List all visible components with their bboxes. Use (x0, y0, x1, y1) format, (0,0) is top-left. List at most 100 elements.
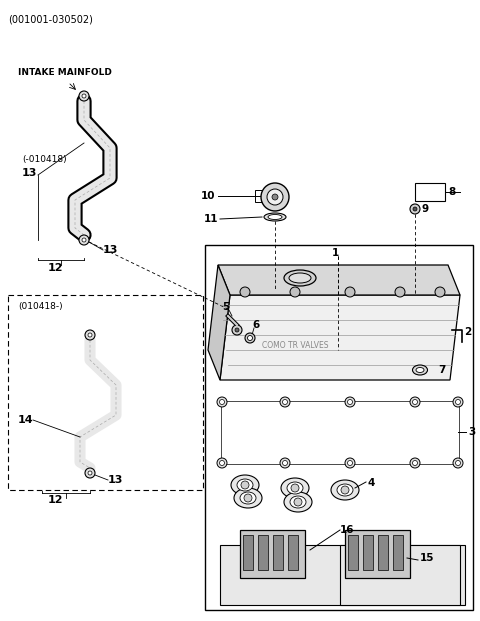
Bar (258, 535, 268, 570)
Text: 3: 3 (468, 427, 475, 437)
Bar (345, 530, 410, 578)
Circle shape (248, 335, 252, 340)
Text: (-010418): (-010418) (22, 155, 67, 164)
Ellipse shape (240, 492, 256, 504)
Circle shape (348, 399, 352, 404)
Circle shape (294, 498, 302, 506)
Circle shape (290, 287, 300, 297)
Polygon shape (208, 265, 230, 380)
Ellipse shape (264, 213, 286, 221)
Bar (220, 545, 465, 605)
Circle shape (88, 471, 92, 475)
Circle shape (412, 399, 418, 404)
Text: 6: 6 (252, 320, 259, 330)
Ellipse shape (331, 480, 359, 500)
Circle shape (280, 397, 290, 407)
Bar (240, 530, 305, 578)
Circle shape (217, 397, 227, 407)
Circle shape (348, 461, 352, 466)
Bar (255, 190, 265, 202)
Circle shape (261, 183, 289, 211)
Text: 5: 5 (222, 302, 229, 312)
Circle shape (219, 399, 225, 404)
Circle shape (244, 494, 252, 502)
Circle shape (410, 458, 420, 468)
Circle shape (283, 399, 288, 404)
Circle shape (453, 458, 463, 468)
Ellipse shape (337, 484, 353, 496)
Text: (010418-): (010418-) (18, 302, 62, 311)
Ellipse shape (412, 365, 428, 375)
Ellipse shape (268, 214, 282, 219)
Circle shape (85, 468, 95, 478)
Circle shape (235, 328, 239, 332)
Circle shape (291, 484, 299, 492)
Circle shape (412, 461, 418, 466)
Bar (273, 535, 283, 570)
Text: 14: 14 (18, 415, 34, 425)
Bar (221, 401, 459, 464)
Text: 11: 11 (204, 214, 218, 224)
Text: 10: 10 (201, 191, 215, 201)
Circle shape (82, 238, 86, 242)
Ellipse shape (290, 496, 306, 508)
Circle shape (283, 461, 288, 466)
Circle shape (413, 207, 417, 211)
Circle shape (241, 481, 249, 489)
Circle shape (345, 458, 355, 468)
Circle shape (267, 189, 283, 205)
Ellipse shape (231, 475, 259, 495)
Text: 8: 8 (448, 187, 455, 197)
Circle shape (79, 235, 89, 245)
Text: 13: 13 (103, 245, 119, 255)
Circle shape (232, 325, 242, 335)
Circle shape (245, 333, 255, 343)
Ellipse shape (234, 488, 262, 508)
Text: 12: 12 (47, 495, 63, 505)
Circle shape (453, 397, 463, 407)
Text: 9: 9 (422, 204, 429, 214)
Circle shape (341, 486, 349, 494)
Ellipse shape (284, 492, 312, 512)
Text: 2: 2 (464, 327, 471, 337)
Bar (288, 535, 298, 570)
Bar (378, 535, 388, 570)
Text: 16: 16 (340, 525, 355, 535)
Circle shape (280, 458, 290, 468)
Ellipse shape (284, 270, 316, 286)
Text: COMO TR VALVES: COMO TR VALVES (262, 340, 328, 350)
Bar (415, 183, 445, 201)
Circle shape (345, 287, 355, 297)
Circle shape (345, 397, 355, 407)
Bar (363, 535, 373, 570)
Bar (205, 245, 473, 610)
Circle shape (82, 94, 86, 98)
Circle shape (240, 287, 250, 297)
Polygon shape (220, 295, 460, 380)
Bar (393, 535, 403, 570)
Text: 13: 13 (22, 168, 37, 178)
Text: INTAKE MAINFOLD: INTAKE MAINFOLD (18, 68, 112, 77)
Circle shape (435, 287, 445, 297)
Circle shape (217, 458, 227, 468)
Text: 4: 4 (368, 478, 375, 488)
Text: 7: 7 (438, 365, 445, 375)
Polygon shape (218, 265, 460, 295)
Bar (348, 535, 358, 570)
Text: (001001-030502): (001001-030502) (8, 14, 93, 24)
Text: 1: 1 (332, 248, 339, 258)
Circle shape (410, 397, 420, 407)
Ellipse shape (289, 273, 311, 283)
Circle shape (272, 194, 278, 200)
Text: 12: 12 (47, 263, 63, 273)
Ellipse shape (237, 479, 253, 491)
Bar (8, 295, 203, 490)
Circle shape (219, 461, 225, 466)
Bar (243, 535, 253, 570)
Ellipse shape (416, 368, 424, 373)
Circle shape (79, 91, 89, 101)
Circle shape (456, 399, 460, 404)
Bar (340, 545, 460, 605)
Circle shape (88, 333, 92, 337)
Text: 13: 13 (108, 475, 123, 485)
